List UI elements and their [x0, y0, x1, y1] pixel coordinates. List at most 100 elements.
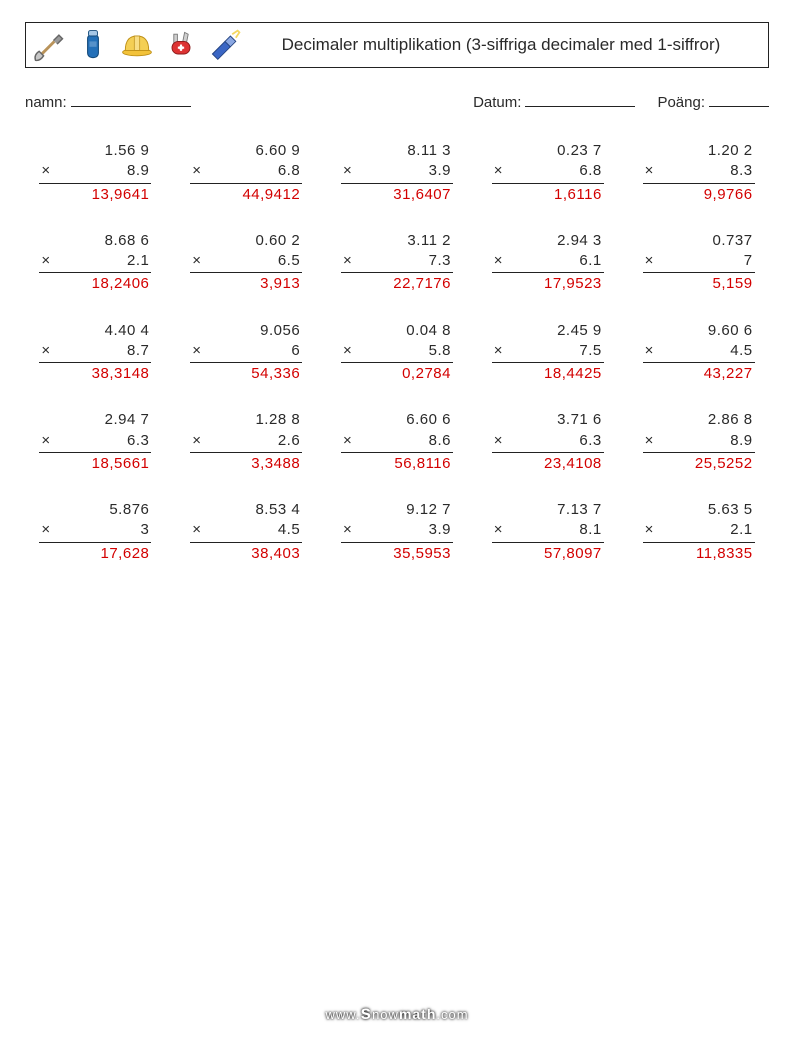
- multiplicand: 0.23 7: [557, 141, 602, 161]
- rule-line: [190, 452, 302, 453]
- problem: 8.53 4×4.538,403: [182, 500, 310, 564]
- multiplicand: 2.45 9: [557, 321, 602, 341]
- rule-line: [492, 272, 604, 273]
- times-sign: ×: [31, 251, 55, 271]
- multiplicand-row: 8.68 6: [31, 231, 159, 251]
- problem: 8.11 3×3.931,6407: [333, 141, 461, 205]
- multiplicand-row: 5.876: [31, 500, 159, 520]
- multiplier-row: ×7: [635, 251, 763, 271]
- rule-line: [39, 362, 151, 363]
- multiplicand: 5.63 5: [708, 500, 753, 520]
- multiplier: 8.9: [127, 161, 149, 181]
- multiplier: 8.6: [429, 431, 451, 451]
- multiplicand: 7.13 7: [557, 500, 602, 520]
- icon-strip: [30, 27, 244, 63]
- answer: 3,3488: [182, 454, 310, 474]
- problem: 1.20 2×8.39,9766: [635, 141, 763, 205]
- rule-line: [643, 452, 755, 453]
- multiplicand: 2.94 3: [557, 231, 602, 251]
- times-sign: ×: [333, 431, 357, 451]
- rule-line: [39, 542, 151, 543]
- rule-line: [492, 452, 604, 453]
- multiplicand: 0.737: [713, 231, 753, 251]
- problem: 0.737×75,159: [635, 231, 763, 295]
- multiplicand: 8.53 4: [255, 500, 300, 520]
- multiplicand: 1.20 2: [708, 141, 753, 161]
- multiplier-row: ×8.3: [635, 161, 763, 181]
- problem: 7.13 7×8.157,8097: [484, 500, 612, 564]
- multiplier-row: ×6.8: [182, 161, 310, 181]
- multiplicand-row: 4.40 4: [31, 321, 159, 341]
- answer: 18,4425: [484, 364, 612, 384]
- multiplicand-row: 2.94 3: [484, 231, 612, 251]
- multiplicand-row: 7.13 7: [484, 500, 612, 520]
- multiplicand: 0.04 8: [406, 321, 451, 341]
- answer: 18,5661: [31, 454, 159, 474]
- problem: 3.11 2×7.322,7176: [333, 231, 461, 295]
- multiplicand-row: 9.056: [182, 321, 310, 341]
- date-blank: [525, 106, 635, 107]
- rule-line: [190, 362, 302, 363]
- thermos-icon: [74, 27, 112, 63]
- problem: 0.60 2×6.53,913: [182, 231, 310, 295]
- problem: 2.94 3×6.117,9523: [484, 231, 612, 295]
- answer: 25,5252: [635, 454, 763, 474]
- multiplier-row: ×2.1: [635, 520, 763, 540]
- multiplicand: 9.12 7: [406, 500, 451, 520]
- times-sign: ×: [484, 520, 508, 540]
- answer: 0,2784: [333, 364, 461, 384]
- rule-line: [341, 452, 453, 453]
- multiplier: 8.7: [127, 341, 149, 361]
- multiplier: 5.8: [429, 341, 451, 361]
- times-sign: ×: [635, 251, 659, 271]
- watermark: www.snowmath.com: [0, 1003, 794, 1025]
- multiplier: 7: [744, 251, 753, 271]
- multiplicand: 5.876: [109, 500, 149, 520]
- times-sign: ×: [182, 341, 206, 361]
- multiplicand: 6.60 6: [406, 410, 451, 430]
- score-label: Poäng:: [657, 94, 705, 111]
- shovel-icon: [30, 27, 68, 63]
- answer: 17,9523: [484, 274, 612, 294]
- answer: 54,336: [182, 364, 310, 384]
- problem: 0.04 8 × 5.8 0,2784: [333, 321, 461, 385]
- multiplier-row: ×8.9: [635, 431, 763, 451]
- multiplier-row: ×7.5: [484, 341, 612, 361]
- problem: 1.56 9×8.913,9641: [31, 141, 159, 205]
- answer: 11,8335: [635, 544, 763, 564]
- rule-line: [341, 183, 453, 184]
- name-blank: [71, 106, 191, 107]
- rule-line: [643, 272, 755, 273]
- multiplicand: 8.68 6: [105, 231, 150, 251]
- multiplier: 6.3: [127, 431, 149, 451]
- multiplicand-row: 3.71 6: [484, 410, 612, 430]
- multiplicand-row: 2.86 8: [635, 410, 763, 430]
- multiplier: 4.5: [730, 341, 752, 361]
- multiplicand-row: 2.45 9: [484, 321, 612, 341]
- problems-grid: 1.56 9×8.913,96416.60 9×6.844,94128.11 3…: [25, 141, 769, 564]
- multiplier-row: ×7.3: [333, 251, 461, 271]
- times-sign: ×: [333, 341, 357, 361]
- multiplicand: 8.11 3: [407, 141, 451, 161]
- problem: 0.23 7×6.81,6116: [484, 141, 612, 205]
- problem: 3.71 6×6.323,4108: [484, 410, 612, 474]
- info-row: namn: Datum: Poäng:: [25, 94, 769, 111]
- multiplier: 3.9: [429, 161, 451, 181]
- multiplicand-row: 1.56 9: [31, 141, 159, 161]
- multiplier-row: ×6: [182, 341, 310, 361]
- rule-line: [643, 183, 755, 184]
- answer: 38,3148: [31, 364, 159, 384]
- multiplier: 6.1: [579, 251, 601, 271]
- multiplicand-row: 6.60 9: [182, 141, 310, 161]
- problem: 9.056×6 54,336: [182, 321, 310, 385]
- answer: 23,4108: [484, 454, 612, 474]
- multiplicand: 9.60 6: [708, 321, 753, 341]
- multiplicand: 2.94 7: [105, 410, 150, 430]
- multiplier: 8.3: [730, 161, 752, 181]
- rule-line: [39, 452, 151, 453]
- multiplier-row: ×3.9: [333, 161, 461, 181]
- multiplicand-row: 9.60 6: [635, 321, 763, 341]
- multiplier-row: ×8.7: [31, 341, 159, 361]
- multiplier: 2.1: [730, 520, 752, 540]
- multiplicand-row: 8.53 4: [182, 500, 310, 520]
